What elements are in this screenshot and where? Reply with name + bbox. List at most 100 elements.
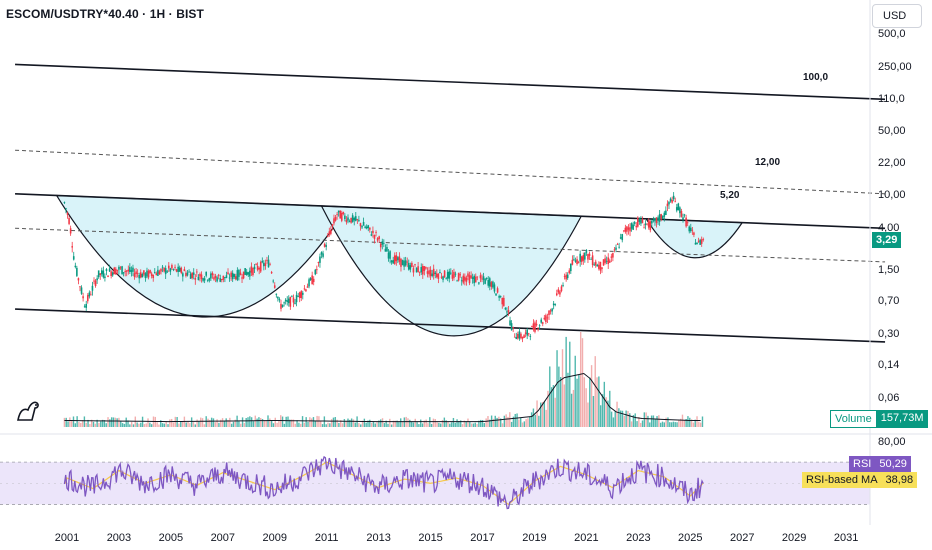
- time-axis-label: 2003: [107, 532, 131, 544]
- price-candle: [228, 277, 231, 279]
- volume-bar: [336, 419, 338, 427]
- price-candle: [381, 241, 384, 245]
- volume-bar: [583, 377, 586, 427]
- volume-bar: [78, 422, 80, 427]
- volume-bar: [223, 420, 226, 427]
- volume-bar: [250, 417, 253, 427]
- volume-bar: [699, 422, 702, 427]
- volume-legend[interactable]: Volume 157,73M: [830, 410, 928, 428]
- price-candle: [504, 307, 507, 310]
- volume-bar: [494, 415, 496, 427]
- price-candle: [235, 276, 237, 280]
- price-candle: [484, 279, 486, 284]
- price-candle: [94, 280, 97, 287]
- price-candle: [220, 278, 223, 281]
- price-candle: [69, 228, 72, 234]
- price-candle: [568, 270, 571, 274]
- volume-bar: [143, 424, 146, 427]
- price-axis-label: 50,00: [878, 125, 906, 137]
- volume-bar: [123, 423, 126, 427]
- volume-bar: [187, 421, 189, 427]
- volume-bar: [245, 417, 247, 427]
- rsi-legend[interactable]: RSI 50,29: [849, 456, 911, 472]
- volume-bar: [420, 419, 422, 427]
- price-candle: [191, 272, 193, 279]
- price-candle: [295, 294, 298, 303]
- price-candle: [303, 288, 306, 290]
- volume-bar: [616, 401, 618, 427]
- price-candle: [548, 310, 550, 316]
- price-candle: [471, 277, 474, 279]
- volume-bar: [456, 419, 458, 427]
- price-candle: [496, 288, 499, 293]
- price-candle: [476, 276, 479, 278]
- volume-bar: [80, 423, 82, 427]
- price-candle: [164, 268, 167, 275]
- price-candle: [121, 266, 123, 275]
- volume-bar: [103, 420, 106, 427]
- price-candle: [397, 257, 399, 261]
- price-candle: [570, 263, 572, 272]
- volume-bar: [452, 417, 455, 427]
- price-candle: [275, 293, 278, 295]
- volume-bar: [472, 423, 475, 427]
- volume-bar: [201, 418, 204, 427]
- volume-bar: [460, 420, 462, 427]
- rsi-axis-label: 80,00: [878, 436, 906, 448]
- price-candle: [437, 273, 440, 279]
- volume-bar: [172, 422, 175, 427]
- volume-bar: [380, 419, 382, 427]
- symbol-title[interactable]: ESCOM/USDTRY*40.40 · 1H · BIST: [6, 7, 204, 21]
- price-candle: [587, 254, 589, 260]
- price-candle: [439, 272, 441, 274]
- price-candle: [222, 275, 225, 280]
- price-candle: [331, 224, 334, 227]
- price-candle: [320, 252, 323, 255]
- price-candle: [378, 236, 380, 239]
- price-candle: [174, 266, 176, 268]
- currency-button[interactable]: USD: [872, 4, 922, 28]
- price-candle: [481, 278, 483, 280]
- volume-bar: [132, 424, 135, 427]
- volume-bar: [281, 416, 284, 427]
- price-candle: [432, 268, 435, 276]
- volume-bar: [516, 413, 518, 427]
- price-axis-label: 22,00: [878, 157, 906, 169]
- volume-bar: [427, 423, 429, 427]
- volume-bar: [678, 420, 680, 427]
- price-candle: [350, 217, 352, 223]
- volume-bar: [685, 419, 687, 427]
- volume-bar: [483, 423, 486, 427]
- price-candle: [107, 275, 109, 278]
- price-candle: [309, 278, 312, 281]
- volume-bar: [121, 423, 124, 427]
- price-candle: [660, 214, 662, 220]
- price-axis-label: 0,70: [878, 295, 899, 307]
- price-candle: [527, 333, 530, 335]
- price-candle: [668, 201, 670, 205]
- price-candle: [436, 273, 438, 278]
- volume-bar: [361, 420, 364, 427]
- price-candle: [552, 303, 555, 306]
- price-candle: [694, 242, 697, 245]
- volume-bar: [512, 416, 515, 427]
- price-candle: [545, 315, 547, 323]
- volume-bar: [687, 416, 689, 427]
- price-candle: [80, 287, 83, 294]
- price-candle: [182, 273, 184, 277]
- rsi-ma-legend[interactable]: RSI-based MA 38,98: [802, 472, 918, 488]
- volume-bar: [458, 420, 460, 427]
- price-candle: [384, 248, 387, 252]
- volume-bar: [343, 419, 346, 427]
- price-candle: [633, 222, 636, 224]
- volume-bar: [410, 421, 413, 427]
- volume-bar: [194, 424, 196, 427]
- price-candle: [426, 271, 429, 274]
- price-candle: [340, 212, 343, 221]
- volume-bar: [629, 413, 631, 427]
- price-candle: [252, 267, 254, 276]
- volume-bar: [192, 422, 195, 427]
- price-candle: [259, 261, 262, 272]
